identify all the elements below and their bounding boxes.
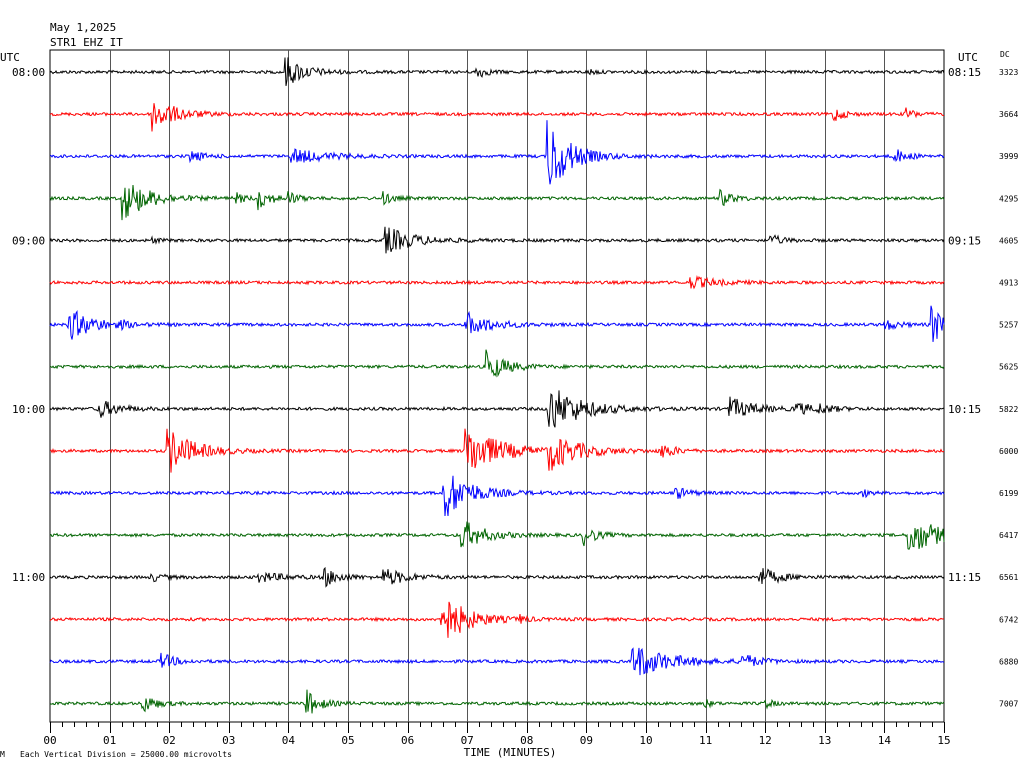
dc-offset-label: 6561 (999, 573, 1018, 582)
x-tick-label: 09 (580, 734, 593, 747)
x-tick-label: 14 (878, 734, 892, 747)
traces (49, 57, 945, 714)
dc-offset-label: 4605 (999, 236, 1018, 245)
dc-header: DC (1000, 50, 1010, 59)
dc-offset-label: 5625 (999, 363, 1018, 372)
trace-09:00 (49, 226, 945, 254)
x-tick-label: 08 (520, 734, 533, 747)
trace-09:15 (49, 274, 945, 290)
plot-frame (49, 49, 945, 723)
dc-offset-label: 6742 (999, 615, 1018, 624)
trace-11:30 (49, 647, 945, 676)
left-time-label: 10:00 (12, 403, 45, 416)
x-tick-label: 15 (937, 734, 950, 747)
trace-11:00 (49, 566, 945, 588)
trace-08:15 (49, 103, 944, 132)
left-time-label: 09:00 (12, 234, 45, 247)
dc-offset-label: 3323 (999, 68, 1018, 77)
x-tick-label: 03 (222, 734, 235, 747)
dc-offset-label: 6000 (999, 447, 1018, 456)
dc-offset-label: 6417 (999, 531, 1018, 540)
left-time-label: 11:00 (12, 571, 45, 584)
trace-11:15 (49, 601, 945, 638)
footnote-mark: M (0, 750, 5, 759)
trace-08:30 (49, 120, 945, 185)
trace-10:15 (49, 428, 945, 473)
left-time-label: 08:00 (12, 66, 45, 79)
dc-offset-label: 3999 (999, 152, 1018, 161)
x-tick-label: 07 (461, 734, 474, 747)
x-tick-label: 02 (163, 734, 176, 747)
trace-10:00 (49, 390, 945, 428)
right-time-label: 11:15 (948, 571, 981, 584)
x-tick-label: 05 (341, 734, 354, 747)
grid-lines (49, 49, 945, 723)
x-tick-label: 06 (401, 734, 414, 747)
x-tick-label: 13 (818, 734, 831, 747)
right-utc-label: UTC (958, 51, 978, 64)
dc-offset-label: 4295 (999, 194, 1018, 203)
right-time-label: 09:15 (948, 234, 981, 247)
x-tick-label: 01 (103, 734, 116, 747)
station-label: STR1 EHZ IT (50, 36, 123, 49)
dc-offset-label: 5822 (999, 405, 1018, 414)
trace-08:00 (49, 57, 945, 86)
x-axis: 00 01 02 03 04 05 06 07 08 09 10 11 12 13 14 15 (43, 722, 951, 747)
trace-08:45 (49, 184, 945, 221)
x-tick-label: 12 (759, 734, 772, 747)
x-tick-label: 11 (699, 734, 712, 747)
trace-09:45 (49, 349, 945, 378)
left-utc-label: UTC (0, 51, 20, 64)
trace-10:30 (49, 475, 945, 517)
x-tick-label: 04 (282, 734, 296, 747)
dc-offset-label: 6199 (999, 489, 1018, 498)
row-labels: 08:00 09:00 10:00 11:00 08:15 09:15 10:15 11:15… (12, 66, 1018, 709)
x-axis-title: TIME (MINUTES) (464, 746, 557, 759)
x-tick-label: 00 (43, 734, 56, 747)
vertical-division-footnote: Each Vertical Division = 25000.00 microv… (20, 750, 232, 759)
dc-offset-label: 6880 (999, 657, 1018, 666)
trace-10:45 (49, 521, 945, 550)
x-tick-label: 10 (639, 734, 652, 747)
chart-date: May 1,2025 (50, 21, 116, 34)
dc-offset-label: 5257 (999, 321, 1018, 330)
dc-offset-label: 3664 (999, 110, 1018, 119)
trace-09:30 (49, 305, 945, 342)
dc-offset-label: 7007 (999, 700, 1018, 709)
trace-11:45 (49, 689, 945, 714)
dc-offset-label: 4913 (999, 279, 1018, 288)
right-time-label: 10:15 (948, 403, 981, 416)
right-time-label: 08:15 (948, 66, 981, 79)
